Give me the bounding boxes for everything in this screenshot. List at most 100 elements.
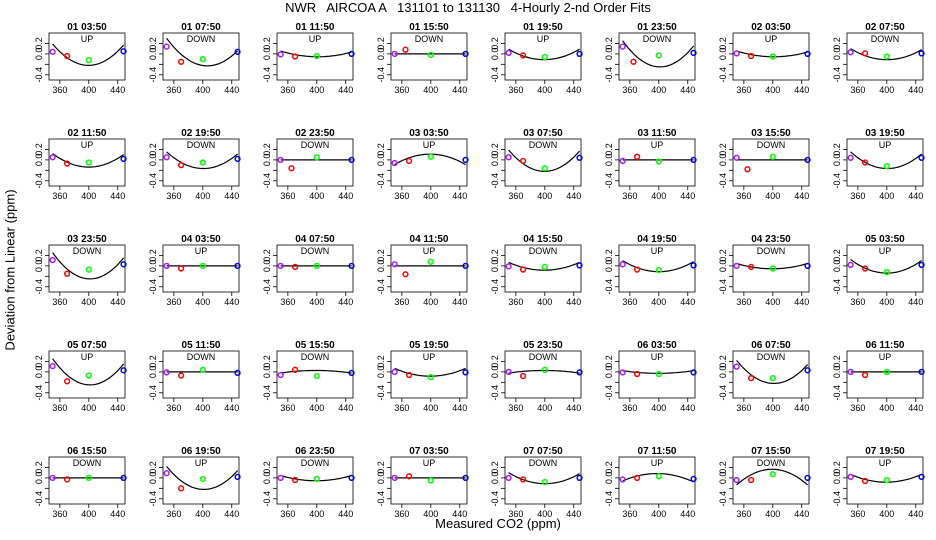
point-standard-1 — [619, 261, 626, 268]
point-standard-4 — [348, 369, 355, 377]
point-standard-3 — [655, 52, 662, 59]
panel-time-label: 07 15:50 — [751, 446, 791, 457]
x-tick-label: 400 — [537, 509, 552, 519]
point-standard-4 — [804, 262, 811, 270]
point-standard-4 — [576, 474, 583, 482]
panel-time-label: 04 15:50 — [523, 234, 563, 245]
point-standard-3 — [199, 262, 206, 270]
point-standard-1 — [733, 262, 740, 270]
y-tick-label: 0.2 — [718, 461, 728, 474]
point-standard-3 — [883, 476, 890, 484]
panel-time-label: 03 23:50 — [67, 234, 107, 245]
panel-time-label: 07 11:50 — [638, 446, 677, 457]
y-tick-label: 0.0 — [376, 366, 386, 379]
panel-time-label: 06 23:50 — [295, 446, 335, 457]
point-standard-1 — [163, 154, 170, 161]
panel-direction-label: UP — [879, 458, 892, 468]
x-tick-label: 400 — [195, 191, 210, 201]
point-standard-4 — [918, 261, 925, 268]
y-tick-label: -0.4 — [490, 491, 500, 507]
panel-time-label: 07 19:50 — [865, 446, 905, 457]
point-standard-1 — [277, 262, 284, 270]
y-tick-label: 0.2 — [832, 355, 842, 368]
x-tick-label: 440 — [224, 509, 239, 519]
y-tick-label: 0.2 — [604, 461, 614, 474]
point-standard-2 — [63, 270, 71, 277]
x-tick-label: 400 — [423, 85, 438, 95]
panel-frame — [732, 350, 810, 399]
point-standard-3 — [313, 154, 320, 161]
x-tick-label: 440 — [110, 297, 125, 307]
point-standard-4 — [804, 50, 811, 58]
point-standard-3 — [883, 368, 890, 376]
panel-direction-label: UP — [537, 34, 550, 44]
x-tick-label: 440 — [110, 403, 125, 413]
y-tick-label: -0.4 — [604, 491, 614, 507]
point-standard-4 — [462, 156, 469, 164]
y-tick-label: 0.0 — [718, 48, 728, 61]
point-standard-3 — [883, 53, 890, 60]
point-standard-1 — [733, 363, 740, 370]
panel-frame — [504, 244, 582, 293]
x-tick-label: 440 — [224, 403, 239, 413]
y-tick-label: 0.0 — [262, 472, 272, 485]
x-tick-label: 440 — [566, 191, 581, 201]
point-standard-3 — [85, 57, 92, 64]
fit-curve — [736, 360, 809, 384]
point-standard-2 — [747, 263, 755, 271]
point-standard-2 — [861, 477, 869, 485]
point-standard-4 — [804, 156, 811, 164]
y-tick-label: 0.2 — [604, 249, 614, 262]
y-tick-label: 0.0 — [832, 260, 842, 273]
x-tick-label: 400 — [309, 191, 324, 201]
x-tick-label: 440 — [338, 509, 353, 519]
fit-curve — [166, 37, 239, 67]
point-standard-4 — [804, 474, 811, 482]
panel-direction-label: DOWN — [529, 246, 558, 256]
panel-frame — [618, 32, 696, 81]
point-standard-3 — [655, 473, 662, 480]
y-tick-label: -0.4 — [148, 173, 158, 189]
y-tick-label: -0.4 — [832, 491, 842, 507]
panel-direction-label: UP — [81, 140, 94, 150]
panel-frame — [162, 456, 240, 505]
panel-direction-label: UP — [309, 34, 322, 44]
point-standard-1 — [619, 476, 626, 483]
y-tick-label: 0.2 — [262, 37, 272, 50]
y-tick-label: 0.2 — [490, 249, 500, 262]
point-standard-4 — [234, 473, 241, 480]
x-tick-label: 360 — [280, 509, 295, 519]
x-tick-label: 440 — [566, 85, 581, 95]
point-standard-4 — [918, 154, 925, 161]
y-tick-label: -0.4 — [490, 173, 500, 189]
x-tick-label: 400 — [651, 85, 666, 95]
panel-time-label: 07 07:50 — [523, 446, 563, 457]
x-tick-label: 400 — [309, 85, 324, 95]
point-standard-2 — [405, 473, 413, 480]
point-standard-4 — [234, 155, 241, 162]
point-standard-1 — [505, 263, 512, 270]
point-standard-1 — [505, 154, 512, 161]
point-standard-2 — [291, 366, 299, 373]
panel-direction-label: DOWN — [301, 246, 330, 256]
point-standard-4 — [690, 49, 697, 56]
y-tick-label: -0.4 — [604, 67, 614, 83]
y-tick-label: -0.4 — [832, 279, 842, 295]
panel-frame — [48, 32, 126, 81]
y-tick-label: 0.2 — [262, 461, 272, 474]
point-standard-3 — [883, 163, 890, 170]
